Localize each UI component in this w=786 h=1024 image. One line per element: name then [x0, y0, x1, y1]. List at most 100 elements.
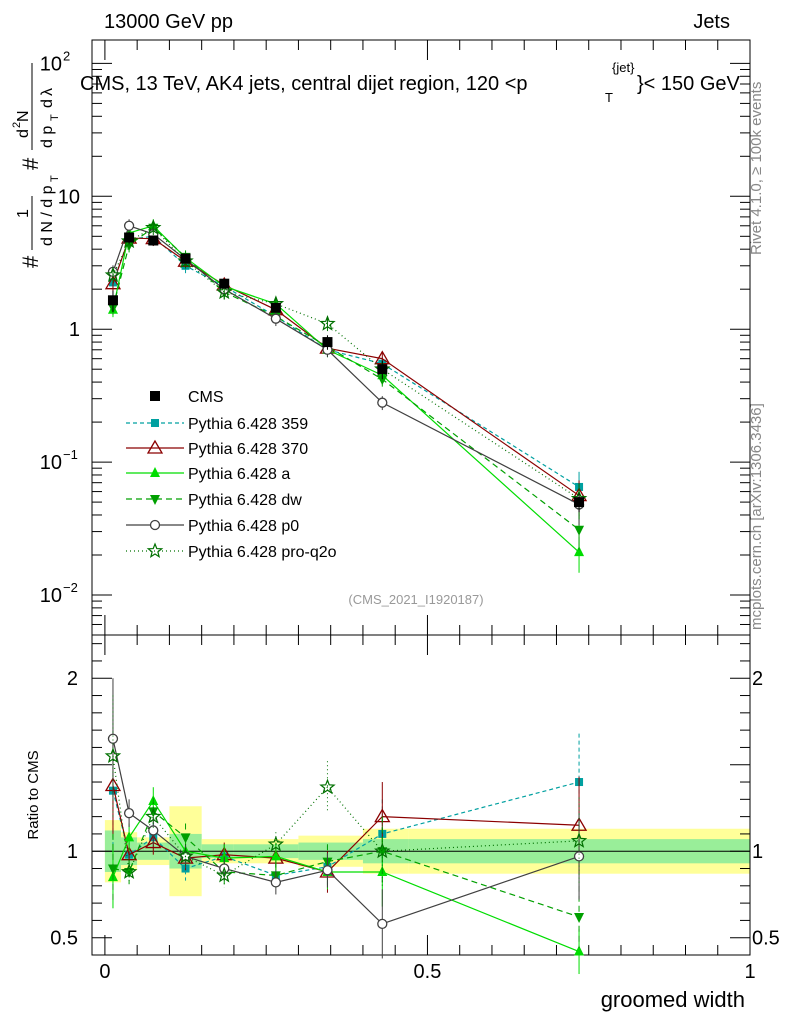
marker-star — [216, 283, 233, 300]
series-line-main — [112, 237, 580, 497]
marker-open-circle — [149, 519, 161, 531]
analysis-tag: (CMS_2021_I1920187) — [348, 592, 483, 607]
marker-cms — [322, 337, 333, 348]
header-left: 13000 GeV pp — [104, 11, 233, 33]
svg-text:d: d — [39, 99, 56, 108]
y-tick-label-base: 10 — [40, 53, 62, 75]
main-ylabel: # 1 d N / d p T # d 2 N d p T d λ — [11, 63, 61, 268]
marker-star — [145, 219, 162, 235]
y-tick-label-exp: −2 — [63, 580, 78, 595]
marker-star — [319, 778, 336, 795]
marker-down-triangle — [107, 864, 118, 875]
main-series — [104, 219, 588, 573]
title-sup: {jet} — [612, 60, 635, 75]
marker-open-triangle — [145, 834, 162, 849]
marker-open-circle — [322, 865, 333, 876]
x-tick-label: 0 — [99, 961, 110, 983]
marker-star — [319, 315, 336, 331]
legend-label: Pythia 6.428 p0 — [188, 518, 299, 535]
header-right: Jets — [693, 11, 730, 33]
legend-label: Pythia 6.428 pro-q2o — [188, 544, 337, 561]
marker-cms — [219, 278, 230, 289]
y-tick-label-ratio-left: 0.5 — [50, 928, 78, 950]
marker-star — [144, 807, 162, 824]
marker-cms — [574, 497, 585, 508]
y-tick-label-base: 1 — [69, 319, 80, 341]
marker-cms — [124, 232, 135, 243]
y-tick-label-main: 10 2 — [40, 48, 70, 75]
plot-title: CMS, 13 TeV, AK4 jets, central dijet reg… — [80, 60, 741, 105]
marker-star — [373, 842, 391, 859]
y-tick-label-ratio-right: 0.5 — [752, 928, 780, 950]
marker-open-triangle — [104, 275, 122, 290]
marker-down-triangle — [180, 833, 191, 844]
marker-star — [570, 832, 588, 848]
svg-text:λ: λ — [39, 88, 56, 96]
marker-down-triangle — [148, 807, 159, 818]
marker-open-circle — [270, 877, 282, 888]
marker-star — [120, 232, 138, 249]
marker-star — [104, 266, 122, 283]
marker-down-triangle — [124, 867, 135, 878]
marker-down-triangle — [150, 495, 160, 505]
marker-star — [177, 847, 194, 864]
marker-triangle — [270, 850, 281, 861]
marker-open-circle — [377, 918, 388, 930]
marker-star — [177, 252, 194, 269]
title-tail: }< 150 GeV — [637, 73, 741, 95]
marker-open-circle — [123, 808, 135, 819]
marker-triangle — [150, 467, 160, 477]
y-tick-label-base: 10 — [40, 585, 62, 607]
svg-text:d N / d p: d N / d p — [39, 185, 56, 246]
y-tick-label-base: 10 — [40, 452, 62, 474]
ratio-ylabel: Ratio to CMS — [25, 750, 42, 839]
marker-star — [120, 863, 138, 879]
marker-open-circle — [377, 397, 388, 408]
marker-square — [151, 419, 159, 427]
marker-open-triangle — [146, 439, 164, 454]
x-tick-label: 1 — [744, 961, 755, 983]
marker-open-circle — [123, 220, 135, 231]
marker-open-circle — [573, 851, 585, 862]
marker-open-circle — [148, 825, 159, 836]
svg-text:T: T — [49, 175, 61, 182]
mcplots-label: mcplots.cern.ch [arXiv:1306.3436] — [748, 403, 765, 630]
marker-triangle — [124, 831, 135, 842]
svg-text:d: d — [15, 129, 32, 138]
marker-cms — [148, 235, 159, 246]
marker-down-triangle — [377, 847, 388, 858]
marker-down-triangle — [574, 912, 585, 923]
marker-triangle — [574, 546, 585, 557]
marker-cms — [107, 295, 118, 306]
legend-label: Pythia 6.428 370 — [188, 441, 308, 458]
legend-label-cms: CMS — [188, 389, 224, 406]
y-tick-label-ratio-right: 1 — [752, 841, 763, 863]
y-tick-label-exp: −1 — [63, 447, 78, 462]
marker-open-triangle — [120, 846, 138, 861]
y-tick-label-main: 1 — [69, 319, 80, 341]
ratio-panel-frame — [91, 634, 751, 956]
marker-down-triangle — [377, 375, 388, 386]
y-tick-label-base: 10 — [58, 186, 80, 208]
y-tick-label-main: 10 −2 — [40, 580, 78, 607]
marker-cms — [150, 391, 160, 401]
y-tick-label-ratio-right: 2 — [752, 668, 763, 690]
ratio-series — [104, 678, 588, 975]
series-line-main — [112, 226, 580, 531]
marker-open-circle — [107, 733, 119, 744]
marker-down-triangle — [574, 525, 585, 536]
y-tick-label-ratio-left: 2 — [67, 668, 78, 690]
cms-data-points — [107, 231, 585, 513]
svg-text:T: T — [49, 114, 61, 121]
svg-text:d p: d p — [39, 126, 56, 148]
series-line-ratio — [112, 781, 580, 877]
x-tick-label: 0.5 — [414, 961, 442, 983]
legend-label: Pythia 6.428 359 — [188, 416, 308, 433]
y-tick-label-ratio-left: 1 — [67, 841, 78, 863]
svg-text:#: # — [18, 255, 43, 268]
legend-label: Pythia 6.428 a — [188, 466, 290, 483]
series-line-main — [112, 225, 580, 553]
y-tick-label-main: 10 −1 — [40, 447, 78, 474]
marker-star — [146, 542, 164, 559]
